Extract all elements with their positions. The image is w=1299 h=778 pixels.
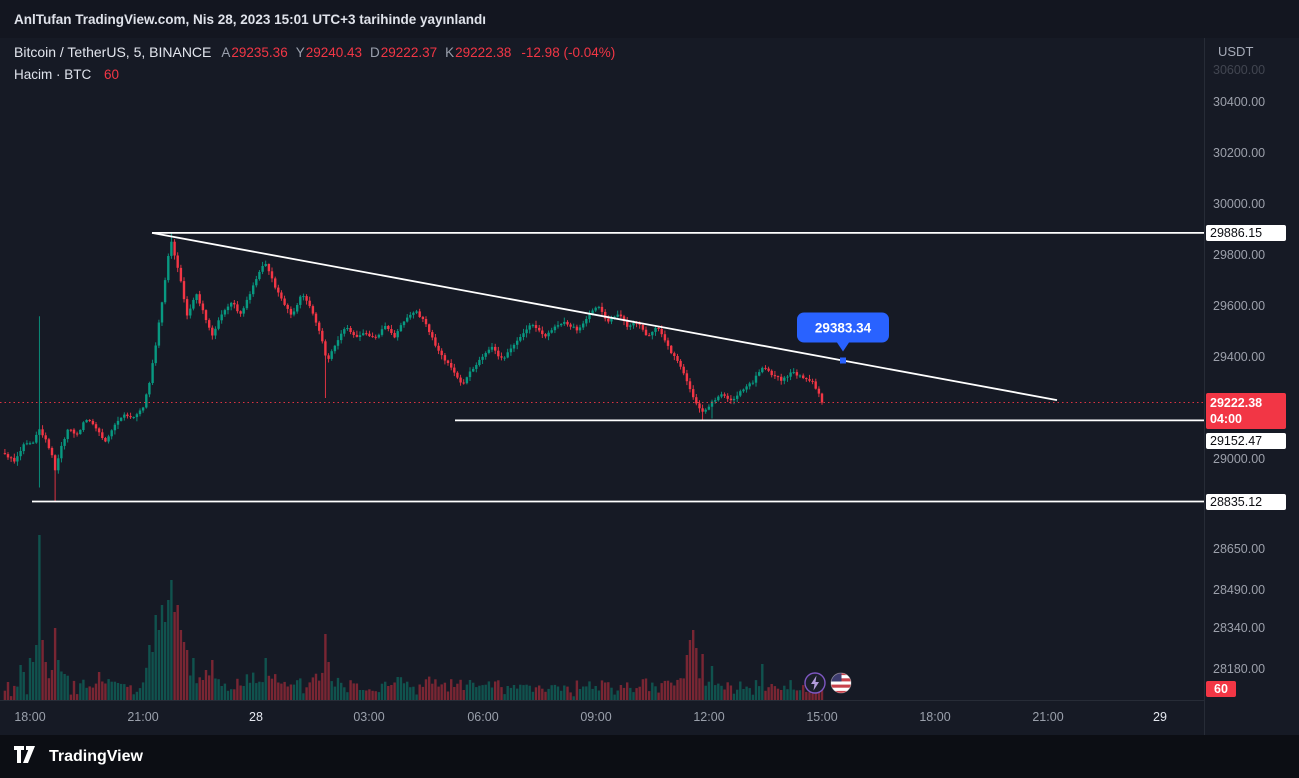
publish-text: AnlTufan TradingView.com, Nis 28, 2023 1…: [14, 11, 487, 27]
ohlc-item: Y29240.43: [295, 45, 363, 60]
legend-symbol-row: Bitcoin / TetherUS, 5, BINANCE A29235.36…: [14, 44, 615, 60]
time-tick-label: 06:00: [467, 710, 499, 724]
candlestick-series: [3, 232, 824, 502]
bar-countdown: 04:00: [1210, 411, 1242, 426]
time-tick-label: 09:00: [580, 710, 612, 724]
change-value: -12.98 (-0.04%): [521, 45, 616, 60]
ohlc-item: A29235.36: [221, 45, 288, 60]
us-flag-icon[interactable]: [830, 672, 852, 694]
price-tick-label: 30200.00: [1213, 145, 1266, 160]
price-tick-label: 28650.00: [1213, 541, 1266, 556]
last-price-value: 29222.38: [1210, 395, 1263, 410]
ohlc-item: D29222.37: [370, 45, 438, 60]
trendline-handle: [840, 357, 846, 364]
chart-area[interactable]: 29383.34 Bitcoin / TetherUS, 5, BINANCE …: [0, 38, 1299, 735]
ohlc-values: A29235.36 Y29240.43 D29222.37 K29222.38: [221, 45, 511, 60]
time-tick-label: 28: [249, 710, 263, 724]
time-tick-label: 18:00: [14, 710, 46, 724]
volume-series: [3, 535, 824, 700]
price-axis[interactable]: USDT 29222.38 04:00 60 30600.00 30400.00 3…: [1204, 38, 1299, 735]
time-tick-label: 12:00: [693, 710, 725, 724]
time-tick-label: 29: [1153, 710, 1167, 724]
time-axis[interactable]: 18:00 21:00 28 03:00 06:00 09:00 12:00 15:00 18:…: [0, 700, 1204, 736]
price-tick-label: 29600.00: [1213, 299, 1266, 313]
price-tick-label: 29000.00: [1213, 452, 1266, 467]
ohlc-item: K29222.38: [445, 45, 512, 60]
chart-canvas[interactable]: 29383.34: [0, 38, 1204, 700]
currency-label: USDT: [1218, 44, 1254, 59]
price-tick-label: 29800.00: [1213, 247, 1266, 262]
time-tick-label: 03:00: [353, 710, 385, 724]
volume-badge: 60: [1206, 681, 1236, 697]
publish-bar: AnlTufan TradingView.com, Nis 28, 2023 1…: [0, 0, 1299, 38]
level-price-label: 29886.15: [1206, 224, 1286, 241]
lightning-badge-icon[interactable]: [804, 672, 826, 694]
footer-bar: TradingView: [0, 735, 1299, 778]
price-tick-label: 30400.00: [1213, 94, 1266, 109]
price-tick-label: 28180.00: [1213, 661, 1266, 676]
volume-row-label[interactable]: Hacim · BTC: [14, 67, 92, 82]
price-tick-label: 30000.00: [1213, 196, 1266, 211]
price-tick-label: 30600.00: [1213, 63, 1266, 78]
volume-row-value: 60: [104, 67, 120, 82]
symbol-title[interactable]: Bitcoin / TetherUS, 5, BINANCE: [14, 44, 212, 60]
time-tick-label: 15:00: [806, 710, 838, 724]
price-tick-label: 28340.00: [1213, 621, 1266, 636]
level-lines[interactable]: [32, 232, 1204, 503]
last-price-label: 29222.38 04:00: [1206, 392, 1286, 429]
legend: Bitcoin / TetherUS, 5, BINANCE A29235.36…: [14, 44, 615, 82]
time-tick-label: 18:00: [919, 710, 951, 724]
legend-volume-row: Hacim · BTC 60: [14, 67, 615, 82]
time-tick-label: 21:00: [1032, 710, 1064, 724]
svg-text:29383.34: 29383.34: [815, 321, 872, 336]
price-tick-label: 28490.00: [1213, 582, 1266, 597]
tradingview-brand[interactable]: TradingView: [49, 747, 143, 765]
level-price-label: 29152.47: [1206, 433, 1286, 450]
tradingview-logo-icon[interactable]: [14, 745, 40, 768]
price-tick-label: 29400.00: [1213, 350, 1266, 365]
time-tick-label: 21:00: [127, 710, 159, 724]
level-price-label: 28835.12: [1206, 493, 1286, 510]
trendline-price-label[interactable]: 29383.34: [797, 312, 889, 352]
trendline[interactable]: 29383.34: [151, 232, 1058, 401]
